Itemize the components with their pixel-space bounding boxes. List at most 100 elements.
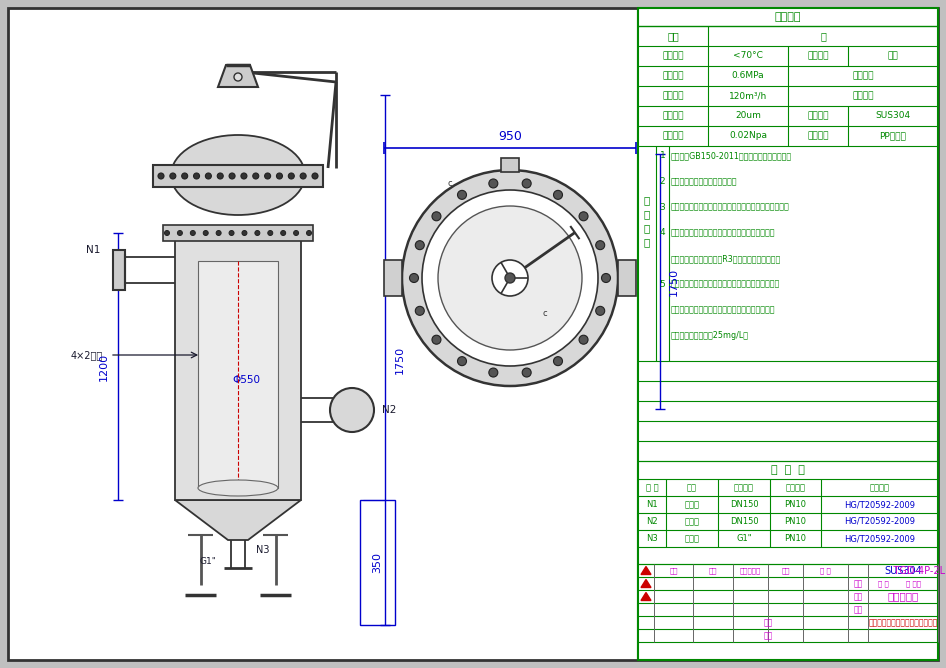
Text: 压力损失: 压力损失 [662, 132, 684, 140]
Text: c: c [543, 309, 548, 317]
Circle shape [229, 173, 235, 179]
Text: 120m³/h: 120m³/h [728, 92, 767, 100]
Text: 处数: 处数 [709, 567, 717, 574]
Text: 1: 1 [659, 152, 665, 160]
Bar [153, 165, 323, 187]
Text: PN10: PN10 [784, 500, 807, 509]
Text: DN150: DN150 [729, 517, 759, 526]
Text: SUS304: SUS304 [875, 112, 911, 120]
Circle shape [242, 230, 247, 236]
Text: 物料: 物料 [667, 31, 679, 41]
Polygon shape [641, 566, 651, 574]
Text: 关 量: 关 量 [878, 580, 888, 587]
Circle shape [415, 240, 425, 250]
Ellipse shape [171, 135, 305, 215]
Text: 公称尺寸: 公称尺寸 [734, 483, 754, 492]
Bar [198, 261, 278, 488]
Bar [163, 225, 313, 241]
Circle shape [596, 307, 604, 315]
Bar [618, 260, 636, 296]
Text: N2: N2 [646, 517, 657, 526]
Text: 求: 求 [644, 236, 650, 246]
Text: 试验液体采用水，试验合格后应立即将水排净吹干，: 试验液体采用水，试验合格后应立即将水排净吹干， [671, 280, 780, 289]
Circle shape [234, 73, 242, 81]
Circle shape [458, 190, 466, 199]
Text: 1200: 1200 [99, 353, 109, 381]
Text: DN150: DN150 [729, 500, 759, 509]
Text: N2: N2 [382, 405, 396, 415]
Text: 量 批判: 量 批判 [905, 580, 920, 587]
Text: 要: 要 [644, 222, 650, 232]
Text: 工作压力: 工作压力 [852, 71, 874, 81]
Text: 签名: 签名 [781, 567, 790, 574]
Bar [113, 250, 125, 290]
Text: 标记: 标记 [669, 567, 677, 574]
Text: 过滤精度: 过滤精度 [662, 112, 684, 120]
Circle shape [579, 335, 588, 344]
Circle shape [170, 173, 176, 179]
Text: 滤芯材质: 滤芯材质 [807, 132, 829, 140]
Text: c: c [447, 180, 452, 188]
Text: 水: 水 [820, 31, 826, 41]
Text: 年 月: 年 月 [820, 567, 831, 574]
Polygon shape [218, 65, 258, 87]
Text: 符 号: 符 号 [646, 483, 658, 492]
Text: Φ550: Φ550 [232, 375, 260, 385]
Circle shape [190, 230, 195, 236]
Text: 进水口: 进水口 [685, 500, 699, 509]
Circle shape [602, 273, 610, 283]
Text: PN10: PN10 [784, 517, 807, 526]
Bar [382, 154, 638, 409]
Text: 名称: 名称 [687, 483, 697, 492]
Text: G1": G1" [199, 558, 216, 566]
Circle shape [241, 173, 247, 179]
Bar [175, 233, 301, 500]
Text: 4×2号袋: 4×2号袋 [71, 350, 103, 360]
Text: 无法完全吹干时，对奥氏体不锈钢容器，应控制水: 无法完全吹干时，对奥氏体不锈钢容器，应控制水 [671, 305, 776, 314]
Text: 装配时不得用锤击来强制校形和对缝，各接管地部: 装配时不得用锤击来强制校形和对缝，各接管地部 [671, 228, 776, 237]
Circle shape [194, 173, 200, 179]
Circle shape [158, 173, 164, 179]
Circle shape [203, 230, 208, 236]
Text: 公称压力: 公称压力 [785, 483, 805, 492]
Circle shape [410, 273, 418, 283]
Ellipse shape [198, 480, 278, 496]
Text: 东台市宝源流体净化技术有限公司: 东台市宝源流体净化技术有限公司 [868, 618, 937, 627]
Text: 设计流量: 设计流量 [662, 92, 684, 100]
Circle shape [265, 173, 271, 179]
Text: 设备参照GB150-2011《压力容器》进行制作。: 设备参照GB150-2011《压力容器》进行制作。 [671, 152, 792, 160]
Circle shape [276, 173, 283, 179]
Circle shape [522, 179, 531, 188]
Circle shape [216, 230, 221, 236]
Text: HG/T20592-2009: HG/T20592-2009 [844, 534, 915, 543]
Text: N1: N1 [86, 245, 100, 255]
Text: 2: 2 [659, 177, 665, 186]
Circle shape [253, 173, 259, 179]
Circle shape [432, 335, 441, 344]
Text: 0.02Npa: 0.02Npa [729, 132, 767, 140]
Text: N3: N3 [646, 534, 657, 543]
Text: 描图: 描图 [763, 631, 773, 640]
Text: 技: 技 [644, 195, 650, 205]
Text: 连接标准: 连接标准 [869, 483, 889, 492]
Circle shape [293, 230, 299, 236]
Text: 设计: 设计 [853, 579, 863, 588]
Text: 350: 350 [372, 552, 382, 573]
Text: <70°C: <70°C [733, 51, 762, 61]
Text: 0.6MPa: 0.6MPa [731, 71, 764, 81]
Text: 工艺数据: 工艺数据 [775, 12, 801, 22]
Bar [128, 233, 370, 625]
Circle shape [165, 230, 169, 236]
Circle shape [596, 240, 604, 250]
Circle shape [553, 357, 563, 365]
Bar [360, 500, 395, 625]
Circle shape [281, 230, 286, 236]
Text: N3: N3 [256, 545, 270, 555]
Circle shape [579, 212, 588, 221]
Circle shape [218, 173, 223, 179]
Text: N1: N1 [646, 500, 657, 509]
Circle shape [492, 260, 528, 296]
Circle shape [289, 173, 294, 179]
Circle shape [505, 273, 515, 283]
Text: 1750: 1750 [395, 346, 405, 374]
